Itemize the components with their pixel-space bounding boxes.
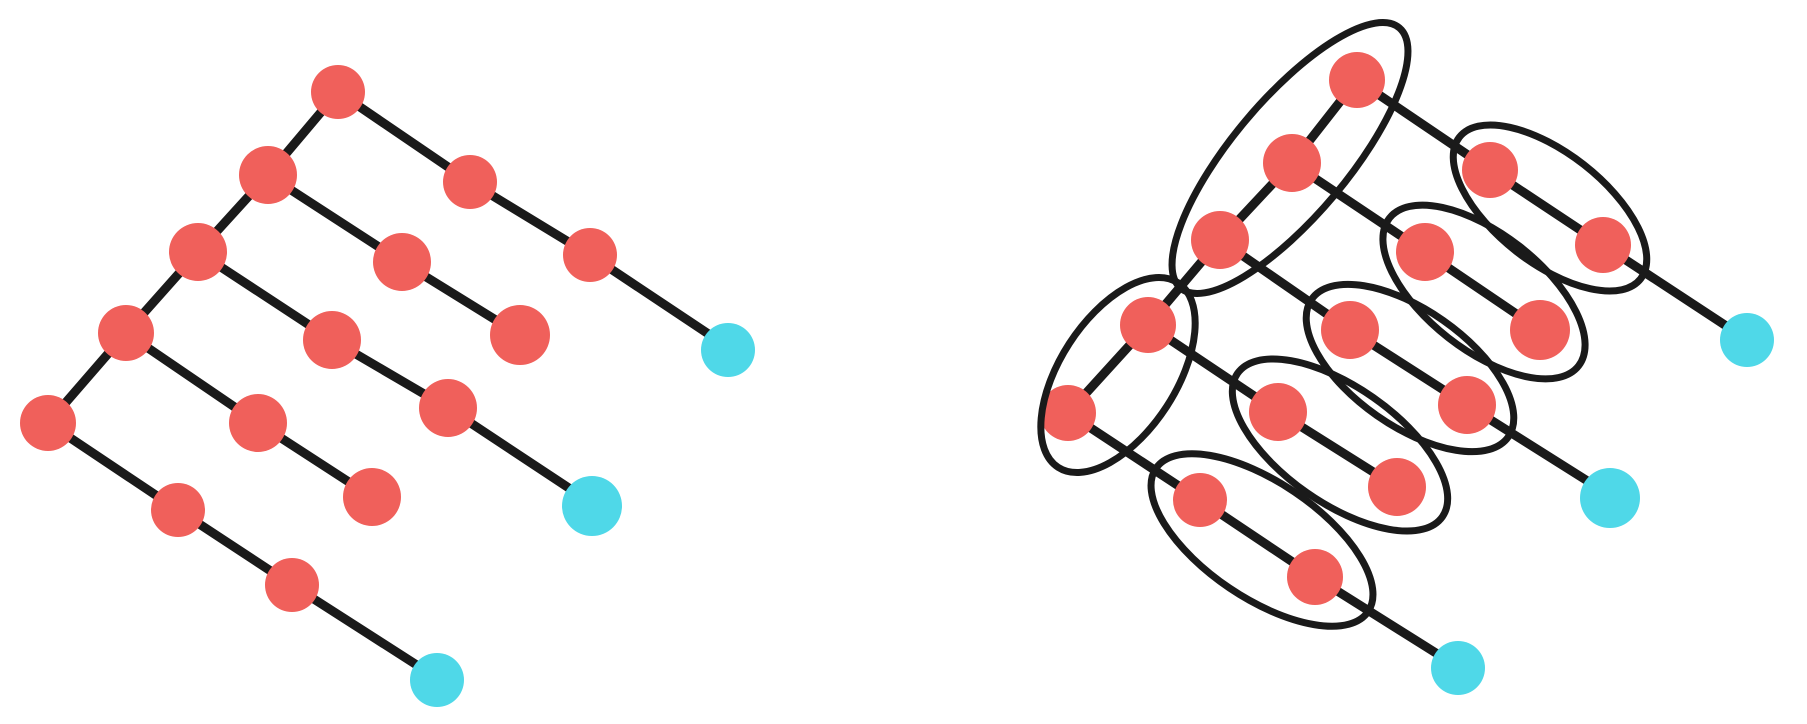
inner-node: [1510, 300, 1570, 360]
inner-node: [1438, 376, 1496, 434]
inner-node: [303, 311, 361, 369]
edge: [333, 87, 730, 350]
edge: [1352, 75, 1745, 340]
right-tree-grouped: [1037, 19, 1774, 695]
edge: [1215, 235, 1610, 497]
inner-node: [20, 395, 76, 451]
inner-node: [1249, 383, 1307, 441]
leaf-node: [1431, 641, 1485, 695]
inner-node: [419, 379, 477, 437]
inner-node: [1368, 458, 1426, 516]
inner-node: [373, 233, 431, 291]
leaf-node: [701, 323, 755, 377]
group-loop: [1147, 450, 1377, 630]
inner-node: [1040, 385, 1096, 441]
inner-node: [239, 146, 297, 204]
inner-node: [98, 305, 154, 361]
inner-node: [1287, 549, 1343, 605]
group-loop: [1379, 201, 1589, 383]
edge: [193, 247, 592, 505]
leaf-node: [1580, 468, 1640, 528]
inner-node: [1462, 142, 1518, 198]
inner-node: [490, 305, 550, 365]
inner-node: [1396, 223, 1454, 281]
inner-node: [1321, 301, 1379, 359]
group-loop: [1037, 273, 1199, 477]
leaf-node: [562, 476, 622, 536]
inner-node: [1263, 134, 1321, 192]
edge: [1063, 408, 1460, 670]
inner-node: [1575, 217, 1631, 273]
inner-node: [563, 228, 617, 282]
inner-node: [443, 155, 497, 209]
inner-node: [311, 65, 365, 119]
inner-node: [1191, 211, 1249, 269]
inner-node: [151, 483, 205, 537]
inner-node: [1329, 52, 1385, 108]
edge: [43, 418, 442, 683]
group-loop: [1449, 121, 1651, 295]
inner-node: [229, 394, 287, 452]
leaf-node: [410, 653, 464, 707]
left-tree: [20, 65, 755, 707]
leaf-node: [1720, 313, 1774, 367]
group-loop: [1228, 355, 1452, 535]
inner-node: [343, 468, 401, 526]
inner-node: [265, 558, 319, 612]
inner-node: [169, 223, 227, 281]
inner-node: [1173, 473, 1227, 527]
group-loop: [1302, 280, 1518, 456]
inner-node: [1120, 297, 1176, 353]
